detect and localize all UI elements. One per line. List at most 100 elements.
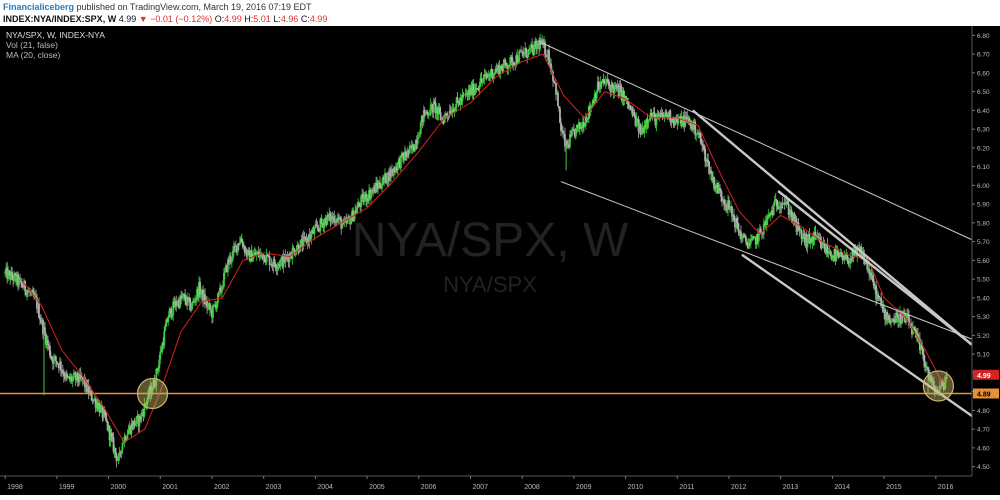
candle-body: [385, 173, 387, 184]
candle-body: [545, 54, 547, 58]
candle-body: [273, 259, 276, 266]
candle-body: [337, 217, 340, 220]
candle-body: [639, 124, 642, 135]
candle-body: [221, 287, 223, 292]
candle-body: [866, 261, 869, 270]
candle-body: [274, 265, 277, 269]
candle-body: [839, 252, 842, 257]
candle-body: [424, 111, 427, 115]
candle-body: [506, 65, 509, 69]
candle-body: [821, 241, 824, 248]
candle-body: [237, 243, 240, 245]
candle-body: [146, 399, 149, 405]
candle-body: [945, 377, 948, 379]
price-tick-label: 5.20: [977, 333, 990, 340]
candle-body: [308, 234, 311, 243]
candle-body: [864, 260, 867, 265]
candle-body: [449, 110, 452, 115]
ohlc-low-label: L:: [273, 14, 281, 24]
candle-body: [293, 248, 296, 255]
candle-body: [730, 206, 732, 209]
indicator-ma: MA (20, close): [6, 50, 60, 60]
candle-body: [522, 53, 525, 56]
candle-body: [371, 190, 373, 193]
candle-body: [345, 219, 348, 224]
candle-body: [348, 216, 351, 218]
candle-body: [353, 214, 356, 222]
candle-body: [247, 250, 250, 252]
candle-body: [500, 65, 503, 69]
candle-body: [888, 315, 890, 320]
candle-body: [384, 173, 386, 180]
price-tick-label: 5.50: [977, 277, 990, 284]
candle-body: [531, 44, 534, 48]
candle-body: [885, 311, 887, 320]
candle-body: [362, 194, 365, 203]
candle-body: [333, 216, 336, 224]
candle-body: [101, 405, 104, 418]
candle-body: [938, 385, 941, 392]
candle-body: [313, 228, 316, 234]
candle-body: [596, 81, 599, 92]
candle-body: [418, 134, 421, 138]
candle-body: [668, 110, 671, 119]
watermark-sub: NYA/SPX: [443, 272, 537, 297]
candle-body: [381, 184, 383, 189]
candle-body: [92, 399, 95, 402]
candle-body: [180, 295, 183, 299]
time-tick-label: 2013: [783, 484, 799, 491]
candle-body: [836, 251, 839, 253]
candle-body: [489, 75, 492, 77]
price-chart[interactable]: NYA/SPX, W NYA/SPX 6.806.706.606.506.406…: [0, 26, 1000, 495]
candle-body: [702, 145, 705, 147]
candle-body: [608, 85, 611, 87]
candle-body: [793, 213, 796, 225]
author-link[interactable]: Financialiceberg: [3, 2, 75, 12]
candle-body: [476, 88, 479, 89]
candle-body: [212, 305, 214, 318]
candle-body: [746, 244, 749, 249]
candle-body: [338, 217, 341, 220]
candle-body: [451, 108, 454, 113]
candle-body: [369, 189, 371, 199]
candle-body: [373, 185, 375, 191]
candle-body: [346, 219, 349, 224]
candle-body: [187, 296, 190, 301]
candle-body: [486, 76, 489, 78]
candle-body: [85, 380, 88, 392]
candle-body: [358, 202, 361, 206]
chart-area[interactable]: NYA/SPX, W NYA/SPX 6.80 6.70 6.60 6.50 6.40 6…: [0, 26, 1000, 495]
candle-body: [886, 311, 888, 321]
candle-body: [532, 47, 535, 55]
candle-body: [817, 235, 820, 241]
trend-channel-line: [560, 181, 973, 340]
candle-body: [436, 107, 439, 114]
candle-body: [75, 372, 78, 380]
candle-body: [4, 271, 7, 274]
price-tick-label: 6.60: [977, 70, 990, 77]
candle-body: [776, 206, 779, 210]
candle-body: [122, 442, 125, 444]
candle-body: [715, 184, 717, 188]
candle-body: [518, 51, 521, 62]
candle-body: [812, 236, 815, 241]
candle-body: [114, 447, 117, 454]
candle-body: [845, 254, 848, 259]
candle-body: [504, 59, 507, 63]
candle-body: [711, 172, 713, 181]
candle-body: [189, 298, 192, 311]
candle-body: [225, 265, 228, 272]
candle-body: [629, 105, 632, 110]
candle-body: [253, 252, 256, 255]
candle-body: [628, 105, 631, 109]
candle-body: [430, 104, 433, 106]
candle-body: [780, 203, 783, 209]
candle-body: [250, 250, 253, 262]
candle-body: [588, 106, 591, 113]
candle-body: [340, 218, 343, 229]
candle-body: [354, 210, 357, 215]
candle-body: [140, 413, 143, 421]
candle-body: [167, 317, 170, 323]
candle-body: [226, 259, 229, 272]
candle-body: [20, 278, 22, 284]
